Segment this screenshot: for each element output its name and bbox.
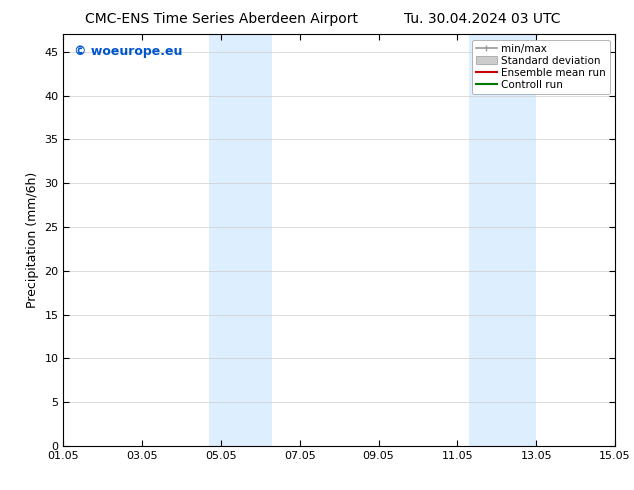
Text: CMC-ENS Time Series Aberdeen Airport: CMC-ENS Time Series Aberdeen Airport xyxy=(86,12,358,26)
Bar xyxy=(209,34,272,446)
Y-axis label: Precipitation (mm/6h): Precipitation (mm/6h) xyxy=(26,172,39,308)
Text: Tu. 30.04.2024 03 UTC: Tu. 30.04.2024 03 UTC xyxy=(404,12,560,26)
Bar xyxy=(469,34,536,446)
Text: © woeurope.eu: © woeurope.eu xyxy=(74,45,183,58)
Legend: min/max, Standard deviation, Ensemble mean run, Controll run: min/max, Standard deviation, Ensemble me… xyxy=(472,40,610,94)
